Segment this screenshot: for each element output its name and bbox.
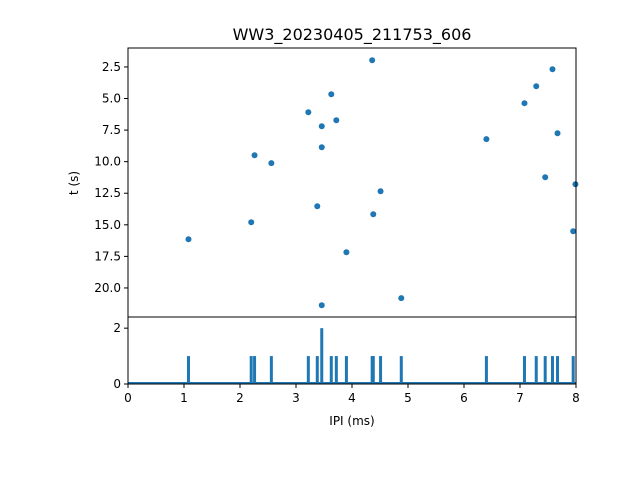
histogram-bar xyxy=(556,356,560,384)
histogram-bar xyxy=(320,328,324,384)
histogram-bar xyxy=(399,356,403,384)
chart-title: WW3_20230405_211753_606 xyxy=(233,25,472,45)
histogram-panel: 0 2 0 1 2 3 4 5 6 7 8 xyxy=(113,321,579,405)
histogram-bar xyxy=(571,356,575,384)
histogram-bar xyxy=(253,356,257,384)
histogram-bar xyxy=(344,356,348,384)
scatter-point xyxy=(549,66,556,73)
scatter-point xyxy=(314,203,321,210)
scatter-point xyxy=(533,83,540,90)
histogram-bar xyxy=(329,356,333,384)
histogram-bar xyxy=(269,356,273,384)
x-tick-label: 3 xyxy=(292,391,300,405)
scatter-panel: 2.5 5.0 7.5 10.0 12.5 15.0 17.5 20.0 xyxy=(94,57,579,309)
histogram-bar xyxy=(522,356,526,384)
scatter-point xyxy=(333,117,340,124)
scatter-point xyxy=(318,123,325,130)
scatter-point xyxy=(370,211,377,218)
y-tick-label: 20.0 xyxy=(94,281,121,295)
x-tick-label: 5 xyxy=(404,391,412,405)
scatter-point xyxy=(521,100,528,107)
x-tick-label: 8 xyxy=(572,391,580,405)
scatter-point xyxy=(570,228,577,235)
scatter-point xyxy=(542,174,549,181)
y-tick-label: 7.5 xyxy=(102,123,121,137)
scatter-point xyxy=(483,136,490,143)
histogram-bar xyxy=(315,356,319,384)
histogram-bar xyxy=(306,356,310,384)
y-tick-label: 5.0 xyxy=(102,92,121,106)
x-tick-label: 2 xyxy=(236,391,244,405)
scatter-point xyxy=(318,144,325,151)
x-tick-label: 7 xyxy=(516,391,524,405)
scatter-point xyxy=(377,188,384,195)
histogram-bar xyxy=(484,356,488,384)
y-tick-label: 17.5 xyxy=(94,249,121,263)
scatter-point xyxy=(305,109,312,116)
scatter-point xyxy=(343,249,350,256)
scatter-point xyxy=(398,295,405,302)
x-tick-label: 4 xyxy=(348,391,356,405)
histogram-bar xyxy=(550,356,554,384)
scatter-point xyxy=(554,130,561,137)
y-tick-label: 2 xyxy=(113,321,121,335)
histogram-frame xyxy=(127,316,577,385)
histogram-bar xyxy=(371,356,375,384)
histogram-bar xyxy=(186,356,190,384)
histogram-bar xyxy=(543,356,547,384)
scatter-point xyxy=(248,219,255,226)
scatter-point xyxy=(268,160,275,167)
x-axis-label: IPI (ms) xyxy=(329,414,374,428)
y-tick-label: 12.5 xyxy=(94,186,121,200)
x-tick-label: 0 xyxy=(124,391,132,405)
y-tick-label: 15.0 xyxy=(94,218,121,232)
scatter-point xyxy=(251,152,258,159)
histogram-bar xyxy=(534,356,538,384)
x-tick-label: 1 xyxy=(180,391,188,405)
x-tick-label: 6 xyxy=(460,391,468,405)
scatter-point xyxy=(572,181,579,188)
scatter-point xyxy=(318,302,325,309)
y-axis-label: t (s) xyxy=(67,171,81,195)
scatter-point xyxy=(185,236,192,243)
scatter-point xyxy=(328,91,335,98)
histogram-bar xyxy=(334,356,338,384)
y-tick-label: 0 xyxy=(113,377,121,391)
histogram-bar xyxy=(379,356,383,384)
scatter-frame xyxy=(127,47,577,318)
y-tick-label: 10.0 xyxy=(94,155,121,169)
scatter-point xyxy=(369,57,376,64)
histogram-bar xyxy=(249,356,253,384)
y-tick-label: 2.5 xyxy=(102,60,121,74)
